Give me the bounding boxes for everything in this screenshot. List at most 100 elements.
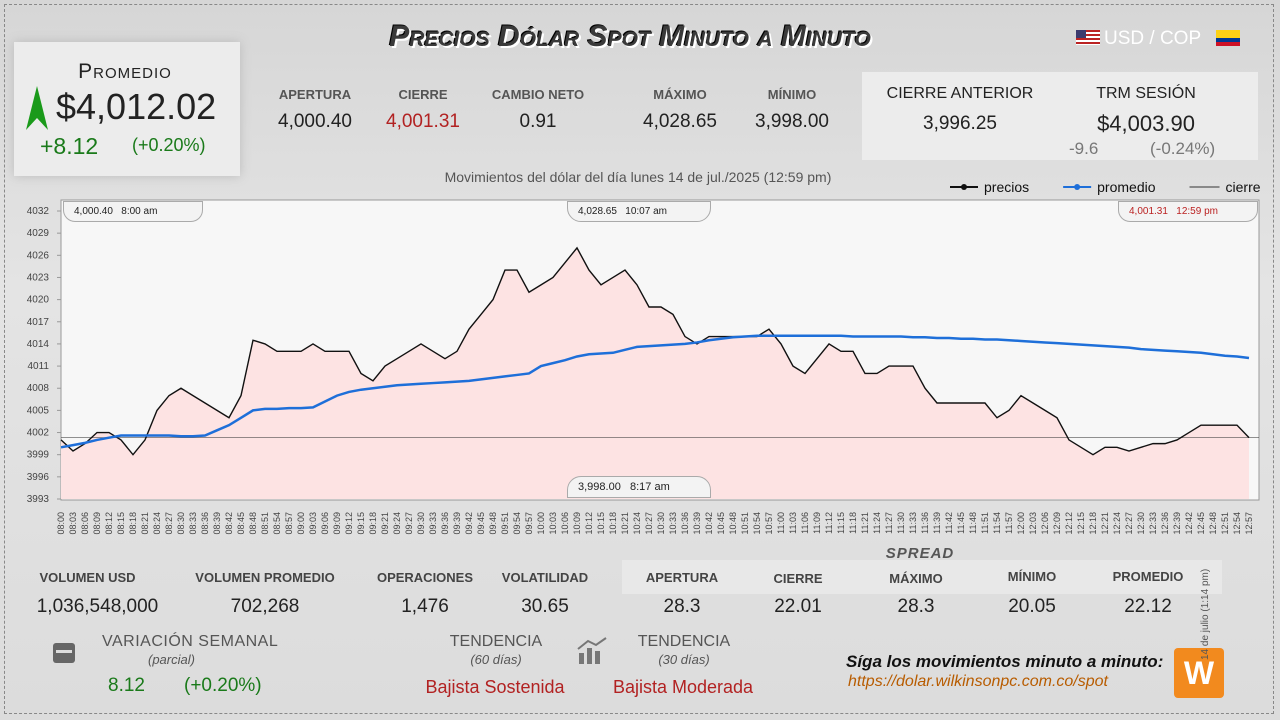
x-tick-label: 12:57 <box>1244 512 1254 535</box>
session-value: 4,000.40 <box>278 111 352 132</box>
x-tick-label: 11:36 <box>920 512 930 534</box>
x-tick-label: 09:03 <box>308 512 318 535</box>
x-tick-label: 10:57 <box>764 512 774 535</box>
stat-label: VOLATILIDAD <box>501 570 589 585</box>
x-tick-label: 08:36 <box>200 512 210 535</box>
note-time: 8:00 am <box>121 206 158 217</box>
y-tick-label: 3999 <box>27 450 50 461</box>
legend-label: precios <box>984 179 1029 195</box>
spread-label: MÁXIMO <box>889 571 943 586</box>
x-tick-label: 10:48 <box>728 512 738 535</box>
note-time: 8:17 am <box>630 481 670 493</box>
session-label: MÁXIMO <box>653 87 707 102</box>
legend-label: promedio <box>1097 179 1156 195</box>
y-tick-label: 4032 <box>27 206 50 217</box>
cta: Síga los movimientos minuto a minuto: <box>846 652 1164 671</box>
title: Precios Dólar Spot Minuto a Minuto <box>389 20 871 53</box>
stat-value: 1,036,548,000 <box>36 596 159 617</box>
min-note: 3,998.00 8:17 am <box>567 476 711 498</box>
x-tick-label: 09:21 <box>380 512 390 535</box>
x-tick-label: 12:24 <box>1112 512 1122 535</box>
spread-value: 22.01 <box>774 596 822 617</box>
x-tick-label: 12:09 <box>1052 512 1062 535</box>
x-tick-label: 10:03 <box>548 512 558 535</box>
x-tick-label: 08:39 <box>212 512 222 535</box>
x-tick-label: 08:18 <box>128 512 138 535</box>
x-tick-label: 09:24 <box>392 512 402 535</box>
x-tick-label: 09:00 <box>296 512 306 535</box>
legend-dot <box>1074 184 1081 190</box>
chart-title: Movimientos del dólar del día lunes 14 d… <box>445 169 832 185</box>
x-tick-label: 12:42 <box>1184 512 1194 535</box>
y-tick-label: 4029 <box>27 228 50 239</box>
trend-value: Bajista Sostenida <box>425 677 565 697</box>
currency-pair: USD / COP <box>1104 28 1202 49</box>
chart: Movimientos del dólar del día lunes 14 d… <box>27 169 1261 535</box>
spread-label: CIERRE <box>773 571 823 586</box>
x-tick-label: 11:21 <box>860 512 870 534</box>
y-tick-label: 4005 <box>27 405 50 416</box>
legend-label: cierre <box>1226 179 1261 195</box>
x-tick-label: 08:03 <box>68 512 78 535</box>
x-tick-label: 10:27 <box>644 512 654 535</box>
trend-period: (30 días) <box>658 652 710 667</box>
x-tick-label: 08:06 <box>80 512 90 535</box>
url[interactable]: https://dolar.wilkinsonpc.com.co/spot <box>848 673 1108 690</box>
average-panel <box>14 42 240 176</box>
x-tick-label: 10:15 <box>596 512 606 535</box>
x-tick-label: 12:33 <box>1148 512 1158 535</box>
price-area <box>61 247 1249 499</box>
prev-close-label: CIERRE ANTERIOR <box>886 85 1034 102</box>
x-tick-label: 09:36 <box>440 512 450 535</box>
x-tick-label: 10:09 <box>572 512 582 535</box>
x-tick-label: 12:54 <box>1232 512 1242 535</box>
x-tick-label: 09:30 <box>416 512 426 535</box>
x-tick-label: 12:15 <box>1076 512 1086 535</box>
y-tick-label: 4008 <box>27 383 50 394</box>
trend-value: Bajista Moderada <box>612 677 754 697</box>
trm-change: -9.6 <box>1069 139 1099 158</box>
x-tick-label: 11:03 <box>788 512 798 534</box>
x-tick-label: 11:06 <box>800 512 810 534</box>
y-tick-label: 4011 <box>27 361 49 372</box>
stat-label: VOLUMEN PROMEDIO <box>195 570 335 585</box>
x-tick-label: 10:39 <box>692 512 702 535</box>
session-label: MÍNIMO <box>767 87 817 102</box>
session-value: 4,001.31 <box>386 111 460 132</box>
x-tick-label: 09:15 <box>356 512 366 535</box>
x-tick-label: 08:42 <box>224 512 234 535</box>
x-tick-label: 12:12 <box>1064 512 1074 535</box>
prev-panel <box>862 72 1258 160</box>
stat-value: 702,268 <box>230 596 300 617</box>
y-tick-label: 4023 <box>27 272 50 283</box>
x-tick-label: 12:51 <box>1220 512 1230 535</box>
x-tick-label: 09:09 <box>332 512 342 535</box>
calendar-icon <box>53 643 75 663</box>
y-tick-label: 4026 <box>27 250 50 261</box>
x-tick-label: 08:33 <box>188 512 198 535</box>
x-tick-label: 12:00 <box>1016 512 1026 535</box>
y-tick-label: 4014 <box>27 339 50 350</box>
x-tick-label: 10:36 <box>680 512 690 535</box>
x-tick-label: 10:33 <box>668 512 678 535</box>
trend-label: TENDENCIA <box>637 633 731 650</box>
x-tick-label: 10:12 <box>584 512 594 535</box>
x-tick-label: 11:30 <box>896 512 906 534</box>
max-note: 4,028.65 10:07 am <box>567 201 711 222</box>
x-tick-label: 09:12 <box>344 512 354 535</box>
spread-value: 20.05 <box>1008 596 1056 617</box>
x-tick-label: 09:48 <box>488 512 498 535</box>
weekly-value: 8.12 <box>108 675 145 696</box>
x-tick-label: 11:12 <box>824 512 834 534</box>
x-tick-label: 08:30 <box>176 512 186 535</box>
x-tick-label: 08:21 <box>140 512 150 535</box>
weekly-note: (parcial) <box>148 652 195 667</box>
spread-label: MÍNIMO <box>1007 569 1057 584</box>
close-note: 4,001.31 12:59 pm <box>1118 201 1258 222</box>
x-tick-label: 09:54 <box>512 512 522 535</box>
stat-label: VOLUMEN USD <box>39 570 136 585</box>
x-tick-label: 10:51 <box>740 512 750 535</box>
stat-value: 1,476 <box>401 596 449 617</box>
x-tick-label: 11:15 <box>836 512 846 534</box>
